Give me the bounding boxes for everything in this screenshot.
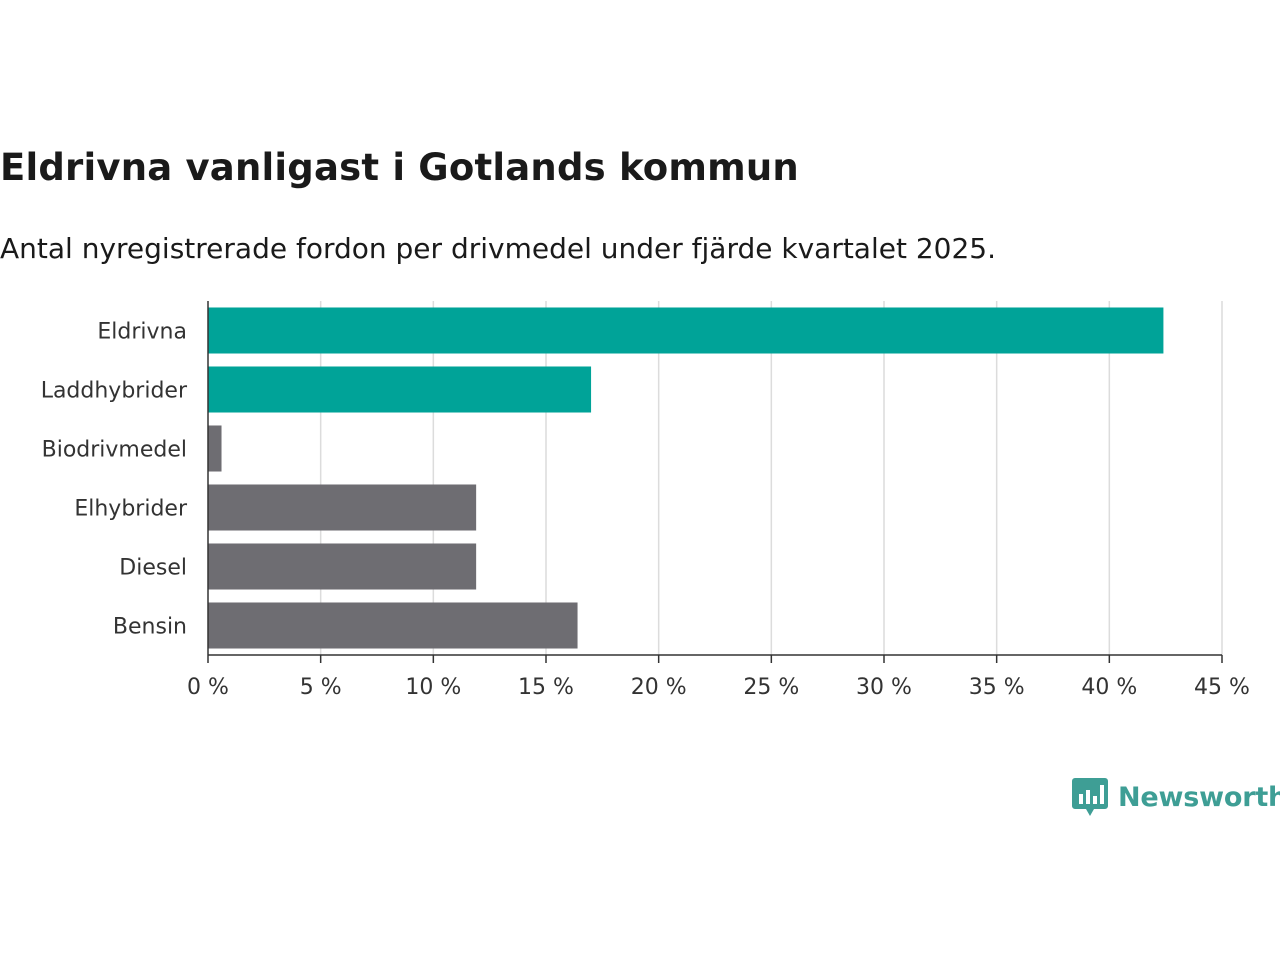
category-label: Diesel	[119, 556, 187, 581]
x-tick-label: 10 %	[405, 675, 461, 700]
x-tick-label: 20 %	[631, 675, 687, 700]
brand-name: Newsworthy	[1118, 781, 1280, 813]
bar-eldrivna	[208, 307, 1164, 354]
x-tick-label: 25 %	[743, 675, 799, 700]
x-tick-label: 0 %	[187, 675, 229, 700]
x-tick-label: 15 %	[518, 675, 574, 700]
category-label: Elhybrider	[74, 497, 188, 522]
gridlines	[319, 301, 1223, 655]
category-label: Laddhybrider	[41, 379, 188, 404]
category-label: Bensin	[113, 615, 187, 640]
brand-logo: Newsworthy	[1072, 776, 1280, 818]
bar-diesel	[208, 543, 477, 590]
chart-title: Eldrivna vanligast i Gotlands kommun	[0, 146, 799, 189]
newsworthy-logo-icon	[1072, 778, 1108, 816]
x-axis: 0 % 5 % 10 % 15 % 20 % 25 % 30 % 35 % 40 % 45 %	[187, 301, 1250, 700]
category-labels: Eldrivna Laddhybrider Biodrivmedel Elhybrid…	[41, 320, 188, 640]
bars	[208, 307, 1164, 649]
x-tick-label: 5 %	[300, 675, 342, 700]
x-tick-label: 35 %	[969, 675, 1025, 700]
bar-elhybrider	[208, 484, 477, 531]
category-label: Biodrivmedel	[42, 438, 187, 463]
chart-subtitle: Antal nyregistrerade fordon per drivmede…	[0, 232, 997, 265]
x-tick-label: 30 %	[856, 675, 912, 700]
x-tick-label: 40 %	[1081, 675, 1137, 700]
bar-bensin	[208, 602, 578, 649]
x-tick-label: 45 %	[1194, 675, 1250, 700]
bar-biodrivmedel	[208, 425, 222, 472]
bar-laddhybrider	[208, 366, 592, 413]
category-label: Eldrivna	[97, 320, 187, 345]
